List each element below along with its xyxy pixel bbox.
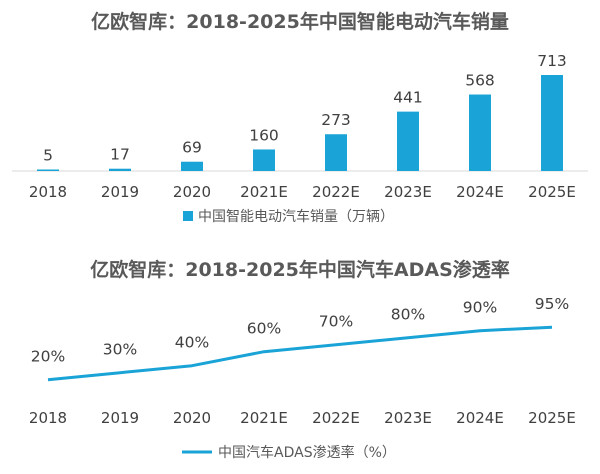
bar-data-label-2024E: 568: [465, 72, 495, 90]
bar-data-label-2025E: 713: [537, 52, 567, 70]
line-x-tick-2025E: 2025E: [528, 409, 576, 427]
line-x-tick-2019: 2019: [101, 409, 139, 427]
line-x-tick-2024E: 2024E: [456, 409, 504, 427]
bar-data-label-2019: 17: [110, 146, 130, 164]
bar-2025E: [541, 75, 563, 171]
bar-x-tick-2020: 2020: [173, 183, 211, 201]
bar-chart-title: 亿欧智库：2018-2025年中国智能电动汽车销量: [91, 11, 509, 33]
bar-2023E: [397, 111, 419, 171]
bar-data-label-2023E: 441: [393, 89, 423, 107]
line-data-label-2019: 30%: [103, 341, 137, 359]
bar-data-label-2022E: 273: [321, 111, 351, 129]
line-chart-title: 亿欧智库：2018-2025年中国汽车ADAS渗透率: [90, 259, 510, 281]
bar-x-tick-2025E: 2025E: [528, 183, 576, 201]
line-data-label-2018: 20%: [31, 348, 65, 366]
bar-x-tick-2019: 2019: [101, 183, 139, 201]
bar-2021E: [253, 149, 275, 171]
line-x-tick-2022E: 2022E: [312, 409, 360, 427]
adas-line: [47, 325, 553, 382]
bar-data-label-2021E: 160: [249, 126, 279, 144]
line-data-label-2022E: 70%: [319, 313, 353, 331]
line-x-tick-2018: 2018: [29, 409, 67, 427]
bar-legend-label: 中国智能电动汽车销量（万辆）: [198, 208, 394, 225]
line-data-label-2023E: 80%: [391, 306, 425, 324]
bar-x-tick-2023E: 2023E: [384, 183, 432, 201]
bar-2022E: [325, 134, 347, 171]
bar-x-tick-2021E: 2021E: [240, 183, 288, 201]
line-x-tick-2021E: 2021E: [240, 409, 288, 427]
line-data-label-2024E: 90%: [463, 299, 497, 317]
line-data-label-2021E: 60%: [247, 320, 281, 338]
bar-2020: [181, 161, 203, 171]
bar-x-tick-2024E: 2024E: [456, 183, 504, 201]
bar-x-tick-2018: 2018: [29, 183, 67, 201]
bar-x-tick-2022E: 2022E: [312, 183, 360, 201]
line-x-tick-2023E: 2023E: [384, 409, 432, 427]
line-data-label-2025E: 95%: [535, 295, 569, 313]
bar-2018: [37, 169, 59, 171]
bar-legend-swatch: [183, 211, 193, 221]
bar-data-label-2018: 5: [43, 147, 53, 165]
line-legend-label: 中国汽车ADAS渗透率（%）: [218, 444, 396, 461]
line-data-label-2020: 40%: [175, 334, 209, 352]
ev-sales-bar-chart: 5 2018 17 2019 69 2020 160 2021E 273 2022E 441 2023…: [12, 52, 588, 225]
line-x-tick-2020: 2020: [173, 409, 211, 427]
bar-2024E: [469, 94, 491, 171]
bar-data-label-2020: 69: [182, 139, 202, 157]
bar-2019: [109, 168, 131, 171]
